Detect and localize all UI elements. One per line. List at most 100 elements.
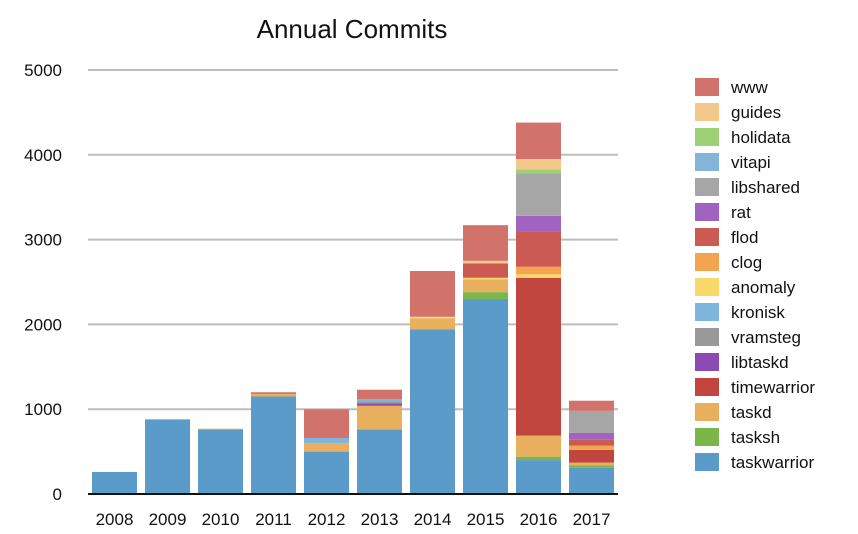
legend-swatch-tasksh xyxy=(695,428,719,446)
bar-segment-taskwarrior-2015 xyxy=(463,298,508,494)
bar-segment-anomaly-2016 xyxy=(516,274,561,278)
legend-label-flod: flod xyxy=(731,228,758,247)
y-tick-label: 3000 xyxy=(24,231,62,250)
bar-segment-www-2013 xyxy=(357,389,402,400)
x-tick-label: 2015 xyxy=(467,510,505,529)
bar-segment-anomaly-2014 xyxy=(410,316,455,319)
bar-segment-libshared-2017 xyxy=(569,410,614,433)
legend-swatch-vitapi xyxy=(695,153,719,171)
bars xyxy=(92,122,614,494)
legend-swatch-clog xyxy=(695,253,719,271)
bar-segment-taskd-2014 xyxy=(410,318,455,330)
legend-label-guides: guides xyxy=(731,103,781,122)
x-tick-label: 2012 xyxy=(308,510,346,529)
bar-segment-guides-2015 xyxy=(463,260,508,264)
legend-swatch-taskwarrior xyxy=(695,453,719,471)
bar-segment-libshared-2016 xyxy=(516,173,561,216)
bar-segment-www-2016 xyxy=(516,122,561,160)
legend-label-www: www xyxy=(730,78,769,97)
bar-segment-taskwarrior-2017 xyxy=(569,467,614,494)
bar-segment-rat-2017 xyxy=(569,432,614,440)
legend-label-taskd: taskd xyxy=(731,403,772,422)
bar-segment-taskwarrior-2012 xyxy=(304,451,349,494)
bar-segment-taskd-2012 xyxy=(304,443,349,452)
legend-label-vitapi: vitapi xyxy=(731,153,771,172)
bar-segment-www-2017 xyxy=(569,400,614,411)
legend-swatch-rat xyxy=(695,203,719,221)
bar-segment-flod-2017 xyxy=(569,439,614,446)
legend-swatch-holidata xyxy=(695,128,719,146)
y-axis-ticks: 0 1000 2000 3000 4000 5000 xyxy=(24,61,62,504)
legend-swatch-vramsteg xyxy=(695,328,719,346)
legend-swatch-timewarrior xyxy=(695,378,719,396)
legend-swatch-guides xyxy=(695,103,719,121)
bar-segment-libtaskd-2013 xyxy=(357,403,402,406)
x-tick-label: 2010 xyxy=(202,510,240,529)
bar-segment-timewarrior-2016 xyxy=(516,277,561,436)
legend-label-tasksh: tasksh xyxy=(731,428,780,447)
bar-segment-guides-2016 xyxy=(516,159,561,170)
bar-segment-taskd-2016 xyxy=(516,435,561,457)
bar-segment-clog-2016 xyxy=(516,266,561,275)
legend-swatch-kronisk xyxy=(695,303,719,321)
legend-swatch-taskd xyxy=(695,403,719,421)
bar-segment-www-2011 xyxy=(251,392,296,394)
bar-segment-taskwarrior-2013 xyxy=(357,429,402,494)
bar-segment-taskd-2011 xyxy=(251,393,296,397)
chart-title: Annual Commits xyxy=(257,14,448,44)
bar-segment-taskd-2017 xyxy=(569,462,614,466)
bar-segment-taskwarrior-2010 xyxy=(198,429,243,494)
bar-segment-clog-2017 xyxy=(569,445,614,450)
x-axis-ticks: 2008 2009 2010 2011 2012 2013 2014 2015 2016 2017 xyxy=(96,510,611,529)
x-tick-label: 2017 xyxy=(573,510,611,529)
y-tick-label: 1000 xyxy=(24,400,62,419)
bar-segment-taskd-2010 xyxy=(198,428,243,430)
bar-segment-tasksh-2015 xyxy=(463,292,508,299)
bar-segment-taskd-2013 xyxy=(357,405,402,430)
bar-segment-taskwarrior-2016 xyxy=(516,460,561,494)
bar-segment-taskwarrior-2009 xyxy=(145,419,190,494)
x-tick-label: 2011 xyxy=(255,510,292,529)
y-tick-label: 2000 xyxy=(24,315,62,334)
bar-segment-kronisk-2012 xyxy=(304,438,349,444)
x-tick-label: 2016 xyxy=(520,510,558,529)
bar-segment-taskwarrior-2008 xyxy=(92,471,137,494)
bar-segment-vramsteg-2013 xyxy=(357,401,402,404)
bar-segment-taskwarrior-2014 xyxy=(410,329,455,494)
legend: www guides holidata vitapi libshared rat flod c… xyxy=(695,78,815,472)
legend-label-taskwarrior: taskwarrior xyxy=(731,453,814,472)
legend-label-libshared: libshared xyxy=(731,178,800,197)
legend-swatch-anomaly xyxy=(695,278,719,296)
bar-segment-timewarrior-2017 xyxy=(569,449,614,463)
bar-segment-flod-2015 xyxy=(463,263,508,278)
y-tick-label: 5000 xyxy=(24,61,62,80)
bar-segment-tasksh-2016 xyxy=(516,456,561,461)
bar-segment-www-2012 xyxy=(304,409,349,439)
legend-label-holidata: holidata xyxy=(731,128,791,147)
legend-swatch-libtaskd xyxy=(695,353,719,371)
legend-label-clog: clog xyxy=(731,253,762,272)
bar-segment-rat-2016 xyxy=(516,215,561,232)
x-tick-label: 2013 xyxy=(361,510,399,529)
legend-label-kronisk: kronisk xyxy=(731,303,785,322)
bar-segment-taskd-2015 xyxy=(463,279,508,293)
bar-segment-anomaly-2015 xyxy=(463,277,508,280)
legend-label-libtaskd: libtaskd xyxy=(731,353,789,372)
bar-segment-taskwarrior-2011 xyxy=(251,396,296,494)
x-tick-label: 2009 xyxy=(149,510,187,529)
bar-segment-flod-2016 xyxy=(516,231,561,267)
legend-label-anomaly: anomaly xyxy=(731,278,796,297)
bar-segment-www-2015 xyxy=(463,225,508,261)
legend-label-vramsteg: vramsteg xyxy=(731,328,801,347)
y-tick-label: 0 xyxy=(53,485,62,504)
bar-segment-www-2014 xyxy=(410,270,455,317)
legend-label-rat: rat xyxy=(731,203,751,222)
x-tick-label: 2014 xyxy=(414,510,452,529)
legend-swatch-libshared xyxy=(695,178,719,196)
bar-segment-tasksh-2017 xyxy=(569,465,614,468)
y-tick-label: 4000 xyxy=(24,146,62,165)
legend-swatch-flod xyxy=(695,228,719,246)
legend-label-timewarrior: timewarrior xyxy=(731,378,815,397)
bar-segment-holidata-2016 xyxy=(516,169,561,174)
